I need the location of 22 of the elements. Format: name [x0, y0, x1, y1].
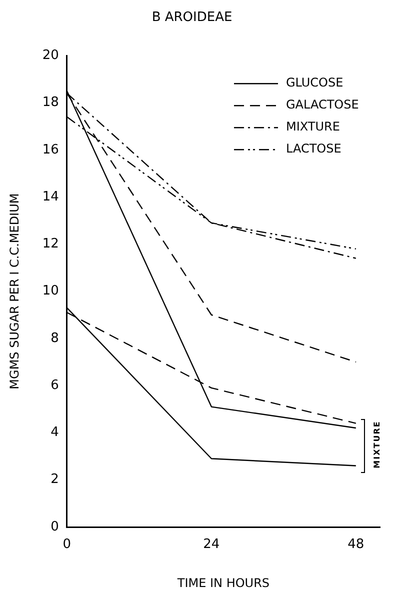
- legend-label: GLUCOSE: [286, 76, 344, 90]
- x-tick-label: 24: [203, 537, 220, 552]
- y-tick-label: 6: [50, 378, 59, 393]
- y-tick-label: 16: [42, 142, 59, 158]
- legend-label: MIXTURE: [286, 120, 340, 134]
- y-tick-label: 18: [42, 95, 59, 110]
- y-tick-label: 8: [50, 330, 59, 346]
- y-tick-label: 14: [42, 189, 59, 204]
- y-tick-label: 12: [42, 236, 59, 252]
- y-tick-label: 0: [50, 519, 59, 534]
- legend-label: LACTOSE: [286, 142, 342, 156]
- y-tick-label: 20: [42, 48, 59, 63]
- y-tick-label: 4: [50, 425, 59, 440]
- x-tick-label: 48: [348, 537, 364, 552]
- chart-title: B AROIDEAE: [152, 10, 232, 26]
- y-tick-label: 10: [42, 284, 59, 299]
- legend-label: GALACTOSE: [286, 98, 359, 112]
- annotation: MIXTURE: [372, 420, 381, 468]
- y-axis-title: MGMS SUGAR PER I C.C.MEDIUM: [7, 193, 22, 390]
- y-tick-label: 2: [50, 472, 59, 488]
- x-tick-label: 0: [62, 537, 72, 552]
- x-axis-title: TIME IN HOURS: [176, 576, 270, 590]
